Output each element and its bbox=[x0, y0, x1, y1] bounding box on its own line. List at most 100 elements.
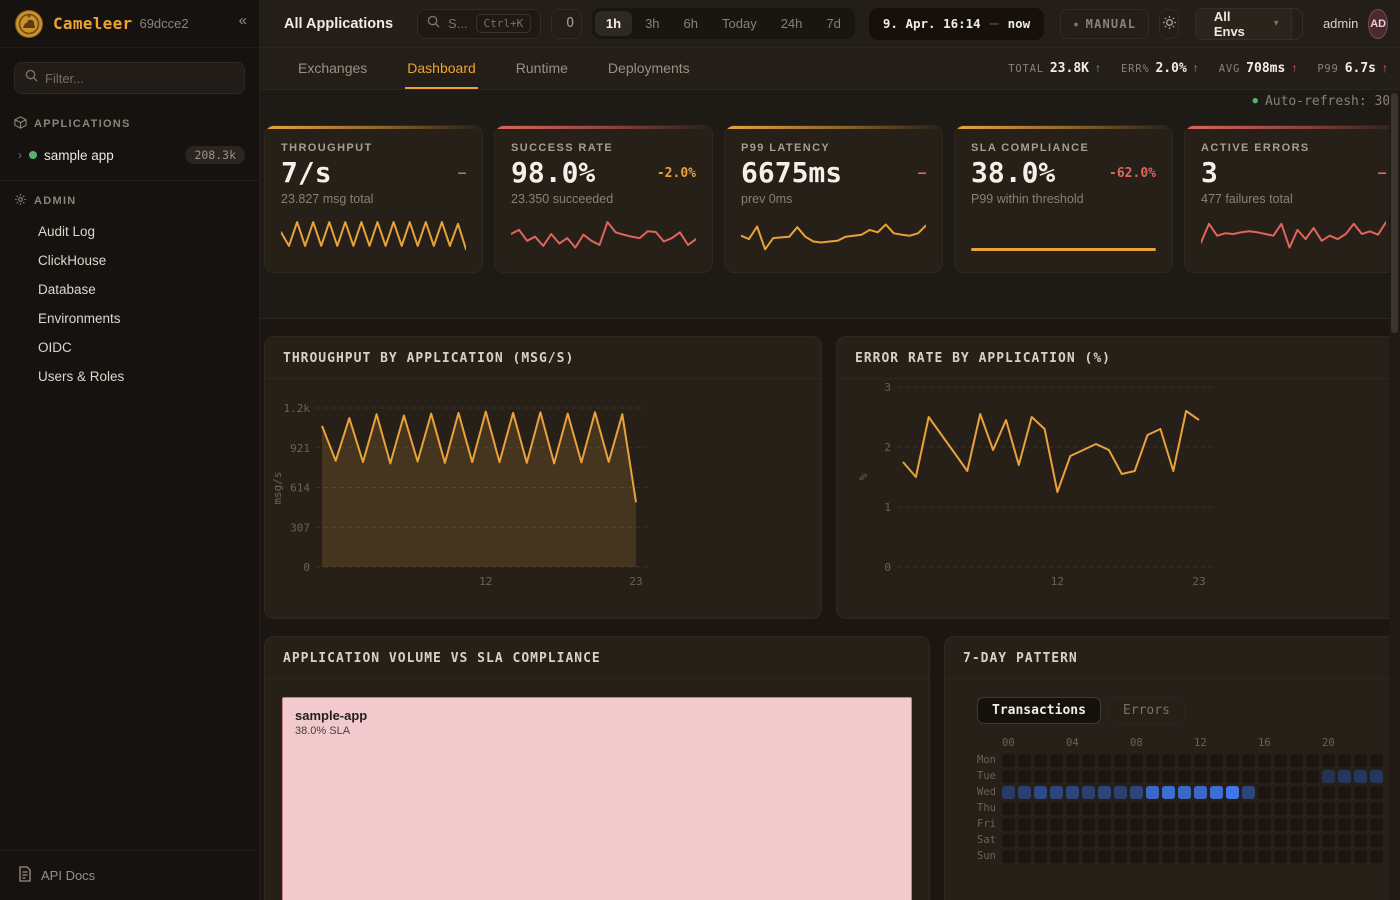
date-range-picker[interactable]: 9. Apr. 16:14 – now bbox=[869, 8, 1044, 40]
heatmap-cell bbox=[1178, 834, 1191, 847]
treemap-cell-sample-app[interactable]: sample-app 38.0% SLA bbox=[282, 697, 912, 900]
kpi-subtext: prev 0ms bbox=[741, 192, 926, 206]
sidebar-item-sample-app[interactable]: › sample app 208.3k bbox=[0, 140, 259, 170]
heatmap-cell bbox=[1322, 850, 1335, 863]
heatmap-cell bbox=[1338, 818, 1351, 831]
kpi-card-success-rate: SUCCESS RATE98.0%-2.0%23.350 succeeded bbox=[494, 125, 713, 273]
sidebar-item-oidc[interactable]: OIDC bbox=[0, 333, 259, 362]
heatmap-cell bbox=[1002, 818, 1015, 831]
theme-toggle-button[interactable] bbox=[1159, 9, 1179, 39]
sidebar-item-clickhouse[interactable]: ClickHouse bbox=[0, 246, 259, 275]
svg-text:921: 921 bbox=[290, 442, 310, 455]
heatmap-cell bbox=[1242, 802, 1255, 815]
filter-box[interactable] bbox=[14, 62, 245, 94]
sidebar: Cameleer 69dcce2 « APPLICATIONS › sample… bbox=[0, 0, 260, 900]
heatmap-cell bbox=[1178, 802, 1191, 815]
tab-transactions[interactable]: Transactions bbox=[977, 697, 1101, 724]
panel-title: THROUGHPUT BY APPLICATION (MSG/S) bbox=[265, 337, 821, 379]
heatmap-cell bbox=[1354, 834, 1367, 847]
heatmap-cell bbox=[1306, 802, 1319, 815]
vertical-scrollbar[interactable] bbox=[1389, 90, 1400, 900]
heatmap-cell bbox=[1002, 834, 1015, 847]
global-search-input[interactable]: S... Ctrl+K bbox=[417, 9, 541, 39]
heatmap-cell bbox=[1354, 850, 1367, 863]
heatmap-cell bbox=[1338, 834, 1351, 847]
filter-input[interactable] bbox=[45, 71, 234, 86]
env-select-tail bbox=[1292, 8, 1303, 40]
heatmap-cell bbox=[1370, 818, 1383, 831]
svg-text:1: 1 bbox=[884, 501, 891, 514]
heatmap-cell bbox=[1194, 834, 1207, 847]
avatar[interactable]: AD bbox=[1368, 9, 1388, 39]
range-button-3h[interactable]: 3h bbox=[634, 11, 670, 36]
heatmap-cell bbox=[1066, 754, 1079, 767]
sidebar-item-environments[interactable]: Environments bbox=[0, 304, 259, 333]
connection-status-pill[interactable]: O bbox=[551, 9, 582, 39]
summary-stats: TOTAL23.8K↑ERR%2.0%↑AVG708ms↑P996.7s↑ bbox=[1008, 48, 1388, 89]
env-select[interactable]: All Envs ▾ bbox=[1195, 8, 1292, 40]
heatmap-cell bbox=[1210, 818, 1223, 831]
manual-refresh-button[interactable]: ● MANUAL bbox=[1060, 9, 1149, 39]
heatmap-cell bbox=[1002, 754, 1015, 767]
main-content: ● Auto-refresh: 30s THROUGHPUT7/s–23.827… bbox=[260, 90, 1400, 900]
svg-text:23: 23 bbox=[629, 575, 642, 588]
range-button-1h[interactable]: 1h bbox=[595, 11, 632, 36]
kpi-delta: -2.0% bbox=[657, 166, 696, 181]
auto-refresh-indicator: ● Auto-refresh: 30s bbox=[260, 90, 1400, 112]
heatmap-cell bbox=[1034, 834, 1047, 847]
heatmap-cell bbox=[1050, 754, 1063, 767]
auto-refresh-dot: ● bbox=[1253, 96, 1258, 106]
heatmap-cell bbox=[1098, 770, 1111, 783]
kpi-value: 6675ms bbox=[741, 158, 842, 189]
range-button-24h[interactable]: 24h bbox=[770, 11, 814, 36]
heatmap-cell bbox=[1322, 770, 1335, 783]
tab-dashboard[interactable]: Dashboard bbox=[405, 48, 478, 89]
tab-runtime[interactable]: Runtime bbox=[514, 48, 570, 89]
kpi-sparkline bbox=[281, 214, 466, 254]
chevron-right-icon[interactable]: › bbox=[18, 148, 22, 162]
heatmap-cell bbox=[1114, 754, 1127, 767]
heatmap-cell bbox=[1258, 786, 1271, 799]
throughput-chart-panel: THROUGHPUT BY APPLICATION (MSG/S) 0 307 61… bbox=[264, 336, 822, 619]
tab-exchanges[interactable]: Exchanges bbox=[296, 48, 369, 89]
scrollbar-thumb[interactable] bbox=[1391, 93, 1398, 333]
heatmap-cell bbox=[1146, 786, 1159, 799]
heatmap-cell bbox=[1370, 834, 1383, 847]
kpi-card-active-errors: ACTIVE ERRORS3–477 failures total bbox=[1184, 125, 1400, 273]
trend-arrow-icon: ↑ bbox=[1291, 61, 1297, 75]
heatmap-cell bbox=[1306, 786, 1319, 799]
heatmap-cell bbox=[1130, 834, 1143, 847]
heatmap-cell bbox=[1226, 786, 1239, 799]
heatmap-cell bbox=[1146, 818, 1159, 831]
heatmap-cell bbox=[1034, 802, 1047, 815]
api-docs-link[interactable]: API Docs bbox=[0, 850, 259, 900]
treemap-body: sample-app 38.0% SLA bbox=[265, 679, 929, 900]
heatmap-cell bbox=[1018, 770, 1031, 783]
throughput_by_app-svg: 03076149211.2k1223msg/s bbox=[265, 379, 817, 611]
range-button-6h[interactable]: 6h bbox=[673, 11, 709, 36]
heatmap-hour-labels: 000408121620 bbox=[977, 737, 1397, 752]
heatmap-cell bbox=[1370, 850, 1383, 863]
range-button-today[interactable]: Today bbox=[711, 11, 768, 36]
document-icon bbox=[18, 866, 32, 885]
svg-text:307: 307 bbox=[290, 521, 310, 534]
sidebar-item-audit-log[interactable]: Audit Log bbox=[0, 217, 259, 246]
tab-deployments[interactable]: Deployments bbox=[606, 48, 692, 89]
heatmap-cell bbox=[1050, 834, 1063, 847]
heatmap-cell bbox=[1130, 770, 1143, 783]
sidebar-item-users-roles[interactable]: Users & Roles bbox=[0, 362, 259, 391]
stat-err: ERR%2.0%↑ bbox=[1121, 61, 1199, 76]
tab-errors[interactable]: Errors bbox=[1108, 697, 1185, 724]
heatmap-cell bbox=[1290, 802, 1303, 815]
range-button-7d[interactable]: 7d bbox=[815, 11, 851, 36]
sidebar-item-database[interactable]: Database bbox=[0, 275, 259, 304]
svg-text:614: 614 bbox=[290, 482, 310, 495]
heatmap-cell bbox=[1162, 754, 1175, 767]
heatmap-row-thu: Thu bbox=[977, 800, 1397, 816]
heatmap-cell bbox=[1082, 786, 1095, 799]
kpi-value: 7/s bbox=[281, 158, 332, 189]
shortcut-badge: Ctrl+K bbox=[476, 14, 532, 33]
sidebar-collapse-button[interactable]: « bbox=[239, 12, 247, 29]
svg-text:2: 2 bbox=[884, 441, 891, 454]
svg-text:0: 0 bbox=[303, 561, 310, 574]
